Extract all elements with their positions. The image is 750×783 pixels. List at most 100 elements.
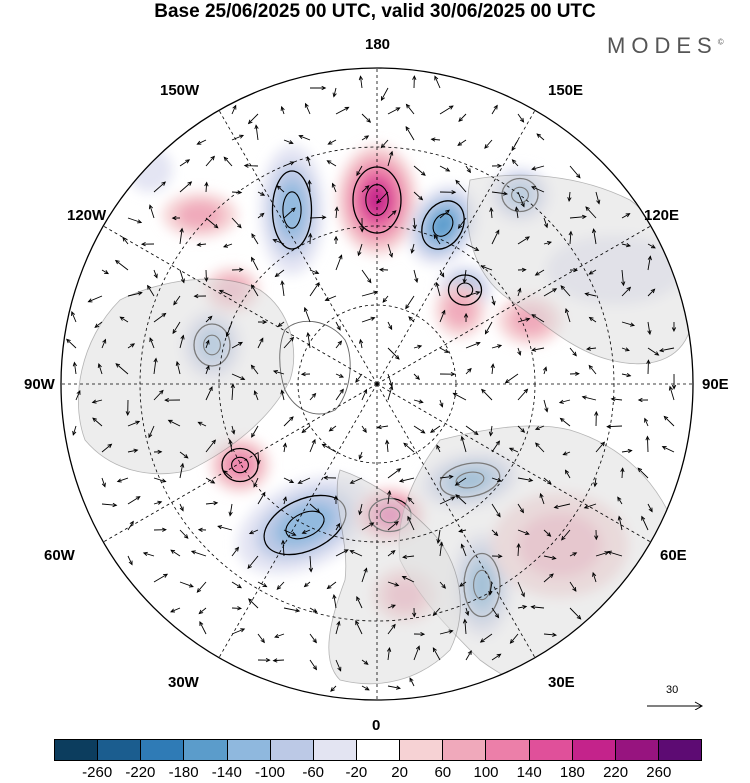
wind-arrow	[153, 357, 158, 375]
wind-arrow	[543, 399, 549, 413]
wind-arrow	[280, 105, 285, 115]
wind-arrow	[170, 607, 181, 613]
wind-arrow	[179, 451, 189, 459]
wind-arrow	[595, 191, 601, 205]
wind-arrow	[283, 139, 294, 145]
wind-arrow	[190, 550, 207, 557]
wind-arrow	[251, 284, 259, 297]
wind-arrow	[308, 232, 313, 245]
wind-arrow	[543, 217, 549, 229]
wind-arrow	[170, 549, 181, 557]
positive-anomaly	[226, 452, 254, 478]
wind-arrow	[205, 439, 216, 453]
wind-arrow	[196, 242, 207, 247]
wind-arrow	[274, 633, 285, 639]
wind-arrow	[562, 451, 571, 456]
wind-arrow	[321, 443, 337, 453]
negative-anomaly	[277, 181, 307, 239]
wind-arrow	[413, 645, 420, 661]
wind-arrow	[173, 295, 181, 306]
wind-arrow	[380, 139, 389, 149]
wind-arrow	[387, 604, 396, 609]
wind-arrow	[465, 341, 481, 349]
wind-arrow	[439, 190, 457, 195]
wind-arrow	[335, 373, 344, 378]
colorbar-tick-label: 260	[646, 764, 672, 781]
wind-arrow	[198, 607, 207, 615]
wind-arrow	[204, 181, 209, 193]
wind-arrow	[610, 397, 623, 402]
wind-arrow	[491, 607, 500, 619]
wind-arrow	[517, 317, 531, 323]
wind-arrow	[231, 581, 242, 589]
wind-arrow	[530, 604, 545, 610]
wind-arrow	[606, 550, 623, 557]
wind-arrow	[511, 139, 519, 152]
wind-arrow	[282, 496, 288, 505]
wind-arrow	[153, 449, 163, 455]
wind-arrow	[231, 546, 240, 557]
wind-arrow	[309, 215, 327, 220]
positive-anomaly	[176, 201, 224, 229]
wind-vectors	[66, 75, 677, 692]
wind-arrow	[92, 417, 103, 427]
wind-arrow	[491, 344, 503, 349]
wind-arrow	[87, 295, 103, 303]
wind-arrow	[491, 104, 498, 115]
wind-arrow	[452, 392, 467, 401]
wind-arrow	[253, 477, 259, 488]
wind-arrow	[592, 571, 597, 583]
wind-arrow	[357, 243, 363, 257]
wind-arrow	[439, 347, 450, 353]
wind-arrow	[405, 103, 415, 115]
wind-arrow	[668, 385, 675, 401]
wind-arrow	[536, 133, 545, 141]
wind-arrow	[430, 137, 441, 142]
wind-arrow	[272, 238, 285, 245]
wind-arrow	[439, 629, 454, 635]
wind-arrow	[298, 134, 311, 141]
colorbar-swatch	[442, 740, 486, 760]
wind-arrow	[433, 233, 441, 245]
wind-arrow	[283, 416, 294, 427]
wind-arrow	[281, 539, 286, 557]
wind-arrow	[205, 386, 213, 401]
wind-arrow	[569, 347, 577, 357]
wind-arrow	[439, 399, 444, 408]
wind-arrow	[256, 451, 261, 465]
wind-arrow	[617, 515, 623, 531]
wind-arrow	[514, 206, 519, 219]
wind-arrow	[543, 240, 552, 246]
wind-arrow	[405, 125, 415, 141]
wind-arrow	[250, 364, 259, 375]
wind-arrow	[403, 442, 415, 453]
wind-arrow	[327, 139, 337, 145]
wind-arrow	[606, 424, 623, 429]
wind-arrow	[251, 256, 259, 271]
wind-arrow	[153, 527, 167, 532]
colorbar-swatch	[269, 740, 313, 760]
colorbar-tick-label: -180	[168, 764, 199, 781]
colorbar-tick-label: 20	[391, 764, 408, 781]
wind-arrow	[175, 360, 181, 375]
wind-arrow	[301, 529, 311, 534]
wind-arrow	[280, 280, 285, 297]
wind-arrow	[647, 255, 652, 271]
wind-arrow	[621, 286, 632, 297]
wind-arrow	[257, 581, 268, 588]
wind-arrow	[335, 549, 349, 557]
wind-arrow	[153, 269, 158, 279]
wind-arrow	[254, 124, 259, 141]
wind-arrow	[583, 503, 597, 509]
wind-arrow	[223, 243, 233, 248]
colorbar-tick-label: 220	[603, 764, 629, 781]
wind-arrow	[217, 525, 233, 531]
wind-arrow	[179, 529, 189, 539]
wind-arrow	[465, 607, 470, 616]
wind-arrow	[335, 620, 341, 635]
wind-arrow	[361, 290, 379, 297]
wind-arrow	[361, 522, 375, 531]
wind-arrow	[491, 503, 501, 518]
wind-arrow	[335, 254, 343, 271]
wind-arrow	[361, 425, 367, 434]
